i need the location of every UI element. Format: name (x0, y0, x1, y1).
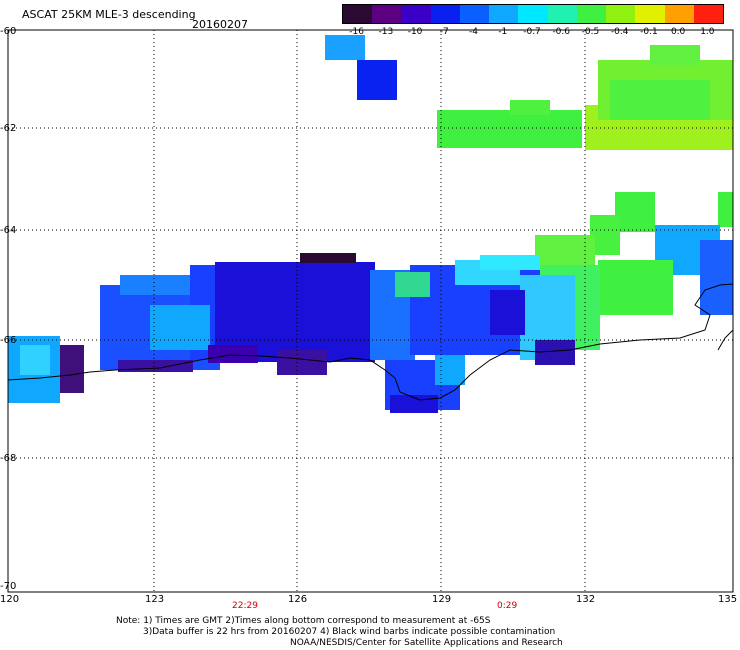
data-patch (118, 360, 193, 372)
colorbar-label: 1.0 (700, 27, 715, 37)
colorbar-segment (372, 5, 402, 23)
colorbar-label: -0.6 (552, 27, 570, 37)
note-line-3: NOAA/NESDIS/Center for Satellite Applica… (290, 638, 563, 648)
lat-label: -68 (0, 453, 17, 464)
colorbar-segment (401, 5, 431, 23)
colorbar-segment (343, 5, 373, 23)
colorbar-label: -4 (469, 27, 479, 37)
colorbar-segment (664, 5, 694, 23)
coastline (7, 283, 734, 401)
data-patch (610, 80, 710, 120)
product-date: 20160207 (192, 18, 248, 31)
data-patch (20, 345, 50, 375)
colorbar-segment (518, 5, 548, 23)
lon-label: 123 (145, 594, 165, 605)
colorbar-label: -13 (378, 27, 394, 37)
lat-label: -64 (0, 225, 17, 236)
data-patch (510, 100, 550, 115)
lon-label: 126 (288, 594, 308, 605)
coastline (717, 329, 734, 351)
data-patch (535, 235, 595, 265)
colorbar-segment (430, 5, 460, 23)
data-patch (700, 240, 733, 315)
colorbar-segment (489, 5, 519, 23)
data-patch (277, 350, 327, 375)
data-patch (490, 290, 525, 335)
data-patch (300, 253, 356, 263)
time-label: 0:29 (497, 601, 518, 611)
colorbar-label: -1 (498, 27, 508, 37)
data-patch (480, 255, 540, 270)
colorbar-label: -7 (439, 27, 449, 37)
lon-label: 120 (0, 594, 20, 605)
colorbar-label: -16 (349, 27, 364, 37)
lat-label: -70 (0, 581, 17, 592)
data-patch (60, 345, 84, 393)
data-patch (598, 260, 673, 315)
data-patch (650, 45, 700, 65)
data-patch (208, 345, 258, 363)
time-label: 22:29 (232, 601, 258, 611)
data-patch (615, 192, 655, 232)
data-patch (150, 305, 210, 350)
colorbar-segment (547, 5, 577, 23)
data-patch (357, 60, 397, 100)
colorbar (342, 4, 724, 24)
data-patch (325, 35, 365, 60)
data-patch (120, 275, 190, 295)
data-patch (437, 110, 582, 148)
data-patch (535, 340, 575, 365)
colorbar-label: -0.4 (610, 27, 629, 37)
lon-label: 129 (432, 594, 452, 605)
colorbar-segment (576, 5, 607, 23)
colorbar-segment (606, 5, 636, 23)
data-patch (395, 272, 430, 297)
lon-label: 135 (718, 594, 738, 605)
colorbar-segment (693, 5, 724, 23)
wind-data-swaths (8, 35, 733, 413)
colorbar-segment (459, 5, 490, 23)
note-line-1: Note: 1) Times are GMT 2)Times along bot… (116, 616, 491, 626)
plot-frame (7, 29, 734, 593)
data-patch (435, 355, 465, 385)
note-line-2: 3)Data buffer is 22 hrs from 20160207 4)… (143, 627, 556, 637)
grid-lines (8, 30, 733, 592)
lat-label: -66 (0, 335, 17, 346)
colorbar-label: 0.0 (670, 27, 686, 37)
colorbar-label: -0.5 (581, 27, 600, 37)
data-patch (718, 192, 733, 227)
colorbar-label: -0.7 (523, 27, 541, 37)
colorbar-label: -0.1 (640, 27, 658, 37)
colorbar-segment (635, 5, 665, 23)
colorbar-label: -10 (407, 27, 423, 37)
lat-label: -62 (0, 123, 17, 134)
lon-label: 132 (576, 594, 596, 605)
lat-label: -60 (0, 26, 17, 37)
product-title: ASCAT 25KM MLE-3 descending (22, 8, 196, 21)
